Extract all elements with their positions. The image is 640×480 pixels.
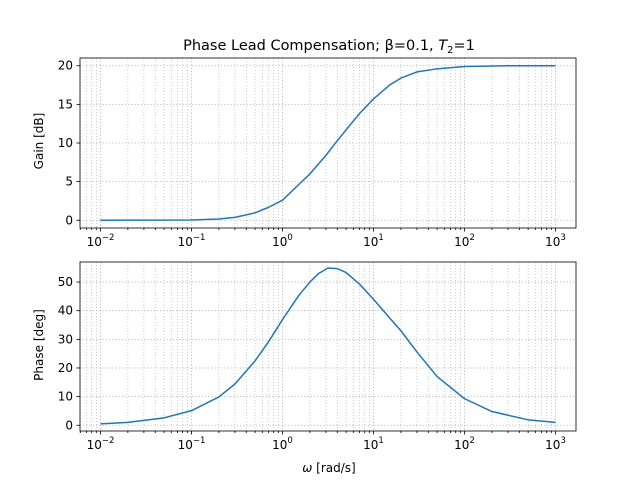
y-tick-label: 40: [58, 304, 73, 318]
x-tick-base: 10: [545, 438, 560, 452]
y-tick-label: 10: [58, 136, 73, 150]
y-tick-label: 10: [58, 390, 73, 404]
x-tick-label: 103: [545, 436, 566, 452]
x-tick-base: 10: [178, 438, 193, 452]
x-tick-label: 10−2: [87, 233, 115, 249]
x-tick-label: 10−2: [87, 436, 115, 452]
phase-axes-frame: [79, 261, 577, 432]
x-tick-base: 10: [178, 235, 193, 249]
xlabel-unit: [rad/s]: [312, 461, 355, 475]
x-tick-base: 10: [363, 235, 378, 249]
phase-xlabel: ω [rad/s]: [302, 461, 355, 475]
gain-axes-frame: [79, 57, 577, 229]
y-tick-label: 5: [65, 175, 73, 189]
x-tick-base: 10: [272, 235, 287, 249]
phase-ylabel: Phase [deg]: [32, 309, 46, 381]
phase-series-line: [100, 267, 556, 425]
y-tick-label: 15: [58, 97, 73, 111]
x-tick-exponent: −2: [102, 436, 115, 446]
x-tick-label: 102: [454, 233, 475, 249]
y-tick-label: 0: [65, 418, 73, 432]
x-tick-exponent: 2: [469, 233, 474, 243]
x-tick-exponent: 0: [287, 436, 292, 446]
xlabel-omega: ω: [302, 461, 312, 475]
x-tick-exponent: 2: [469, 436, 474, 446]
x-tick-label: 101: [363, 233, 384, 249]
title-t-symbol: T: [438, 38, 448, 54]
chart-title: Phase Lead Compensation; β=0.1, T2=1: [183, 38, 475, 56]
x-tick-base: 10: [454, 438, 469, 452]
x-tick-base: 10: [545, 235, 560, 249]
x-tick-base: 10: [454, 235, 469, 249]
y-tick-label: 50: [58, 275, 73, 289]
y-tick-label: 30: [58, 332, 73, 346]
x-tick-exponent: 1: [378, 436, 383, 446]
x-tick-label: 10−1: [178, 436, 206, 452]
x-tick-exponent: 3: [560, 436, 565, 446]
y-tick-label: 0: [65, 213, 73, 227]
x-tick-label: 100: [272, 436, 293, 452]
title-prefix: Phase Lead Compensation; β=0.1,: [183, 38, 438, 54]
x-tick-exponent: −1: [193, 436, 206, 446]
x-tick-exponent: −1: [193, 233, 206, 243]
x-tick-base: 10: [272, 438, 287, 452]
x-tick-base: 10: [87, 235, 102, 249]
x-tick-label: 101: [363, 436, 384, 452]
gain-series-line: [100, 64, 556, 222]
x-tick-label: 103: [545, 233, 566, 249]
y-tick-label: 20: [58, 361, 73, 375]
x-tick-base: 10: [363, 438, 378, 452]
x-tick-exponent: −2: [102, 233, 115, 243]
x-tick-base: 10: [87, 438, 102, 452]
y-tick-label: 20: [58, 59, 73, 73]
x-tick-exponent: 0: [287, 233, 292, 243]
x-tick-label: 102: [454, 436, 475, 452]
x-tick-label: 100: [272, 233, 293, 249]
title-t-value: =1: [454, 38, 475, 54]
x-tick-exponent: 1: [378, 233, 383, 243]
title-t-subscript: 2: [447, 45, 453, 56]
gain-ylabel: Gain [dB]: [32, 113, 46, 170]
x-tick-exponent: 3: [560, 233, 565, 243]
x-tick-label: 10−1: [178, 233, 206, 249]
